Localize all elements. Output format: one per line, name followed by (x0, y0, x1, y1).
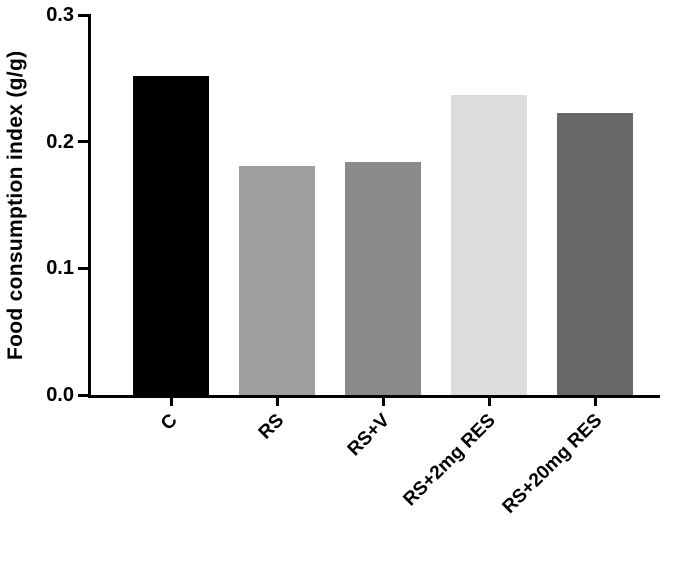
y-tick (78, 266, 88, 270)
x-tick-label: RS (254, 410, 288, 444)
y-axis-title: Food consumption index (g/g) (4, 50, 27, 360)
x-tick-label: RS+V (343, 410, 394, 461)
x-tick-label: RS+2mg RES (399, 410, 500, 511)
y-tick-label: 0.0 (46, 384, 74, 406)
x-tick (381, 398, 385, 406)
y-tick-label: 0.3 (46, 4, 74, 26)
x-axis-line (88, 395, 660, 398)
y-tick-label: 0.2 (46, 130, 74, 153)
x-tick-label: RS+20mg RES (498, 410, 606, 518)
y-axis-line (88, 14, 91, 398)
bar-c (133, 75, 209, 395)
x-tick (169, 398, 173, 406)
y-tick-label: 0.1 (46, 257, 74, 280)
bar-rs+v (345, 161, 421, 395)
x-tick (275, 398, 279, 406)
x-tick (593, 398, 597, 406)
x-tick-label: C (157, 410, 182, 435)
bar-rs (239, 165, 315, 395)
x-tick (487, 398, 491, 406)
y-tick (78, 393, 88, 397)
y-tick (78, 13, 88, 17)
y-tick (78, 140, 88, 144)
bar-rs+20mg-res (557, 112, 633, 395)
bar-rs+2mg-res (451, 94, 527, 395)
